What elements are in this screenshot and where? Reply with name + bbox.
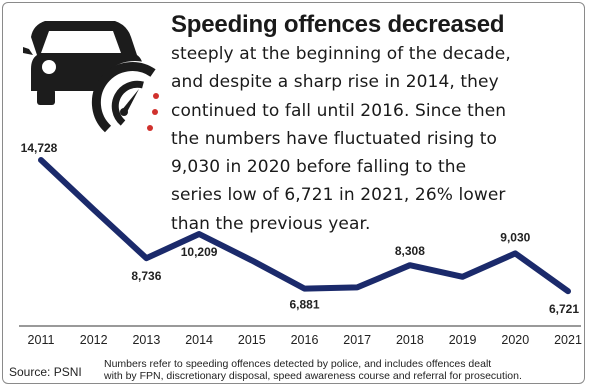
footnote: Numbers refer to speeding offences detec… — [104, 358, 584, 382]
series-line — [38, 157, 571, 295]
data-label-2018: 8,308 — [395, 244, 425, 258]
x-tick-label-2011: 2011 — [28, 333, 55, 347]
body-line: series low of 6,721 in 2021, 26% lower — [171, 185, 506, 206]
data-label-2021: 6,721 — [549, 302, 579, 316]
x-tick-label-2012: 2012 — [80, 333, 108, 347]
x-tick-label-2014: 2014 — [185, 333, 213, 347]
speeding-chart: 14,728 8,736 10,209 6,881 8,308 9,030 6,721 20… — [19, 21, 582, 347]
body-line: the numbers have fluctuated rising to — [171, 128, 498, 149]
car-speedometer-icon — [23, 21, 177, 145]
body-line: 9,030 in 2020 before falling to the — [171, 157, 467, 178]
source-text: Source: PSNI — [9, 365, 82, 379]
data-label-2011: 14,728 — [21, 141, 58, 155]
x-tick-label-2016: 2016 — [291, 333, 319, 347]
body-text: steeply at the beginning of the decade, … — [171, 40, 584, 238]
x-tick-label-2018: 2018 — [396, 333, 424, 347]
x-tick-label-2020: 2020 — [501, 333, 529, 347]
x-tick-label-2019: 2019 — [449, 333, 477, 347]
headline: Speeding offences decreased — [171, 11, 505, 38]
data-label-2013: 8,736 — [131, 269, 161, 283]
body-line: steeply at the beginning of the decade, — [171, 44, 511, 64]
body-line: than the previous year. — [171, 213, 371, 234]
footnote-line: with by FPN, discretionary disposal, spe… — [104, 370, 522, 382]
data-label-2020: 9,030 — [500, 230, 530, 244]
body-line: continued to fall until 2016. Since then — [171, 100, 507, 121]
infographic-frame: 14,728 8,736 10,209 6,881 8,308 9,030 6,721 20… — [2, 2, 585, 384]
x-tick-label-2017: 2017 — [343, 333, 371, 347]
x-tick-label-2013: 2013 — [132, 333, 160, 347]
footnote-line: Numbers refer to speeding offences detec… — [104, 358, 492, 370]
body-line: and despite a sharp rise in 2014, they — [171, 72, 499, 93]
x-tick-label-2021: 2021 — [554, 333, 582, 347]
x-tick-label-2015: 2015 — [238, 333, 266, 347]
data-label-2016: 6,881 — [289, 298, 319, 312]
data-label-2014: 10,209 — [181, 245, 218, 259]
